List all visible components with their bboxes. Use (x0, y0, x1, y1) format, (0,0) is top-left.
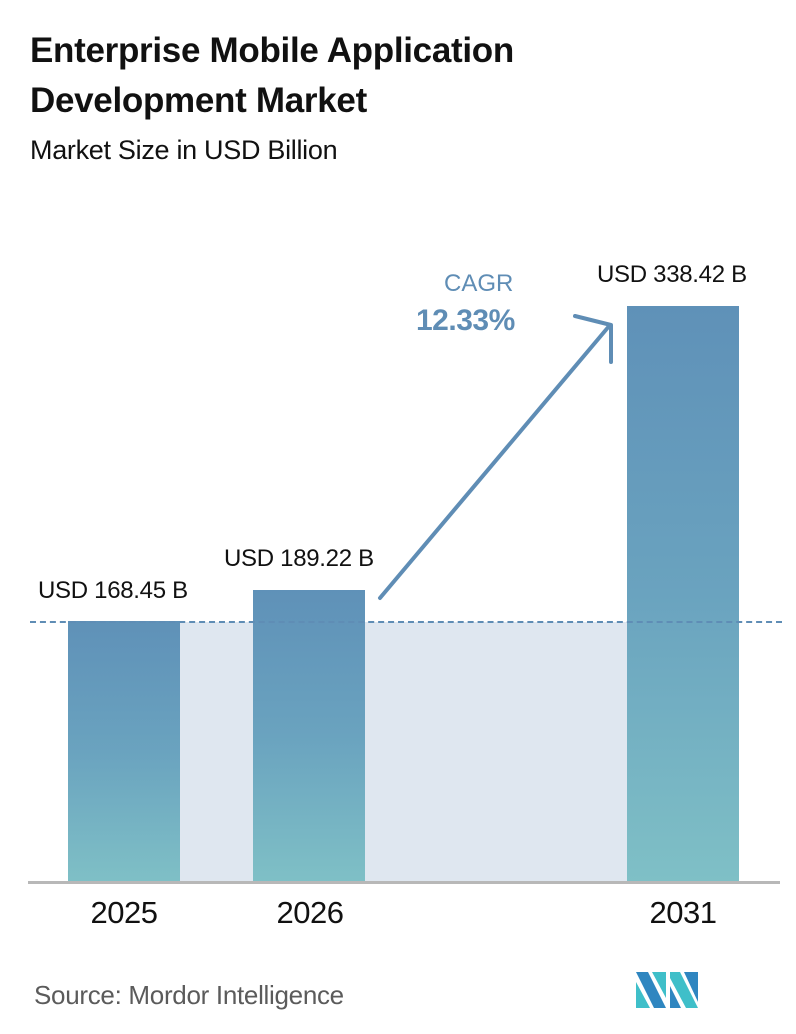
value-label-2025: USD 168.45 B (38, 577, 188, 604)
bar-2026 (253, 590, 365, 883)
x-tick-2031: 2031 (649, 895, 717, 930)
value-label-2031: USD 338.42 B (597, 261, 747, 288)
bar-2031 (627, 306, 739, 883)
x-tick-2026: 2026 (276, 895, 344, 930)
x-tick-2025: 2025 (90, 895, 158, 930)
source-text: Source: Mordor Intelligence (34, 980, 344, 1010)
chart-subtitle: Market Size in USD Billion (30, 135, 338, 165)
cagr-value: 12.33% (416, 304, 515, 337)
mordor-intelligence-logo-icon (636, 972, 698, 1008)
bar-2025 (68, 621, 180, 883)
cagr-label: CAGR (444, 270, 514, 297)
value-label-2026: USD 189.22 B (224, 545, 374, 572)
x-axis-baseline (28, 881, 780, 884)
chart-title: Enterprise Mobile Application Developmen… (30, 31, 514, 120)
reference-dashed-line (30, 621, 782, 623)
